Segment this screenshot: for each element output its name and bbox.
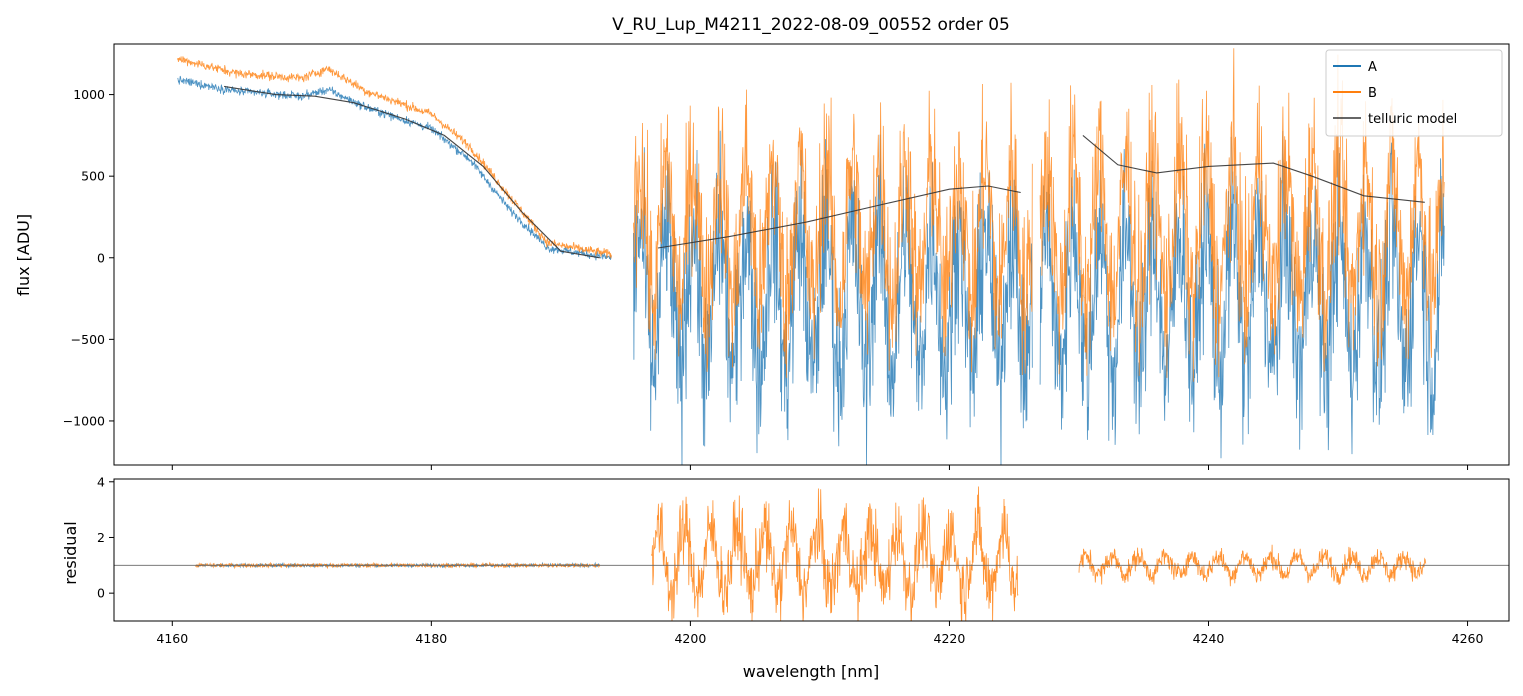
flux-plot-area — [177, 48, 1445, 465]
legend-box — [1325, 49, 1503, 137]
x-tick-label: 4240 — [1193, 631, 1225, 646]
y-tick-label: 2 — [97, 530, 105, 545]
y-tick-label: 0 — [97, 250, 105, 265]
series-telluric-segment — [657, 185, 1021, 249]
y-tick-label: −500 — [71, 332, 105, 347]
residual-series-b-segment — [651, 486, 1019, 621]
legend-label-a: A — [1368, 60, 1377, 75]
residual-x-axis: 4160 4180 4200 4220 4240 4260 — [156, 621, 1484, 646]
x-tick-label: 4220 — [934, 631, 966, 646]
residual-y-axis: 4 2 0 — [97, 474, 114, 601]
x-tick-label: 4260 — [1452, 631, 1484, 646]
chart-title: V_RU_Lup_M4211_2022-08-09_00552 order 05 — [612, 15, 1010, 35]
flux-x-ticks — [171, 465, 1469, 470]
series-telluric-segment — [224, 85, 600, 259]
residual-panel-frame — [113, 478, 1510, 622]
y-tick-label: −1000 — [63, 413, 105, 428]
legend-label-telluric: telluric model — [1368, 112, 1457, 127]
x-tick-label: 4180 — [415, 631, 447, 646]
residual-panel: 4 2 0 4160 4180 4200 4220 4240 4260 residual wa… — [61, 474, 1510, 681]
series-a-segment — [177, 75, 612, 261]
series-b-segment — [177, 56, 612, 259]
y-tick-label: 4 — [97, 474, 105, 489]
series-telluric-segment — [1082, 134, 1425, 203]
x-axis-label: wavelength [nm] — [743, 662, 880, 681]
series-b-segment — [1039, 48, 1445, 382]
flux-panel: 1000 500 0 −500 −1000 flux [ADU] A B telluri… — [14, 43, 1510, 470]
x-tick-label: 4200 — [674, 631, 706, 646]
legend: A B telluric model — [1325, 49, 1503, 137]
y-tick-label: 0 — [97, 586, 105, 601]
y-tick-label: 1000 — [73, 87, 105, 102]
residual-plot-area — [114, 486, 1509, 621]
residual-series-b-segment — [1078, 544, 1427, 587]
flux-y-label: flux [ADU] — [14, 214, 33, 296]
flux-panel-frame — [113, 43, 1510, 466]
flux-y-axis: 1000 500 0 −500 −1000 — [63, 87, 114, 428]
legend-label-b: B — [1368, 86, 1377, 101]
series-b-segment — [633, 82, 1033, 378]
x-tick-label: 4160 — [156, 631, 188, 646]
y-tick-label: 500 — [81, 169, 105, 184]
residual-y-label: residual — [61, 521, 80, 584]
